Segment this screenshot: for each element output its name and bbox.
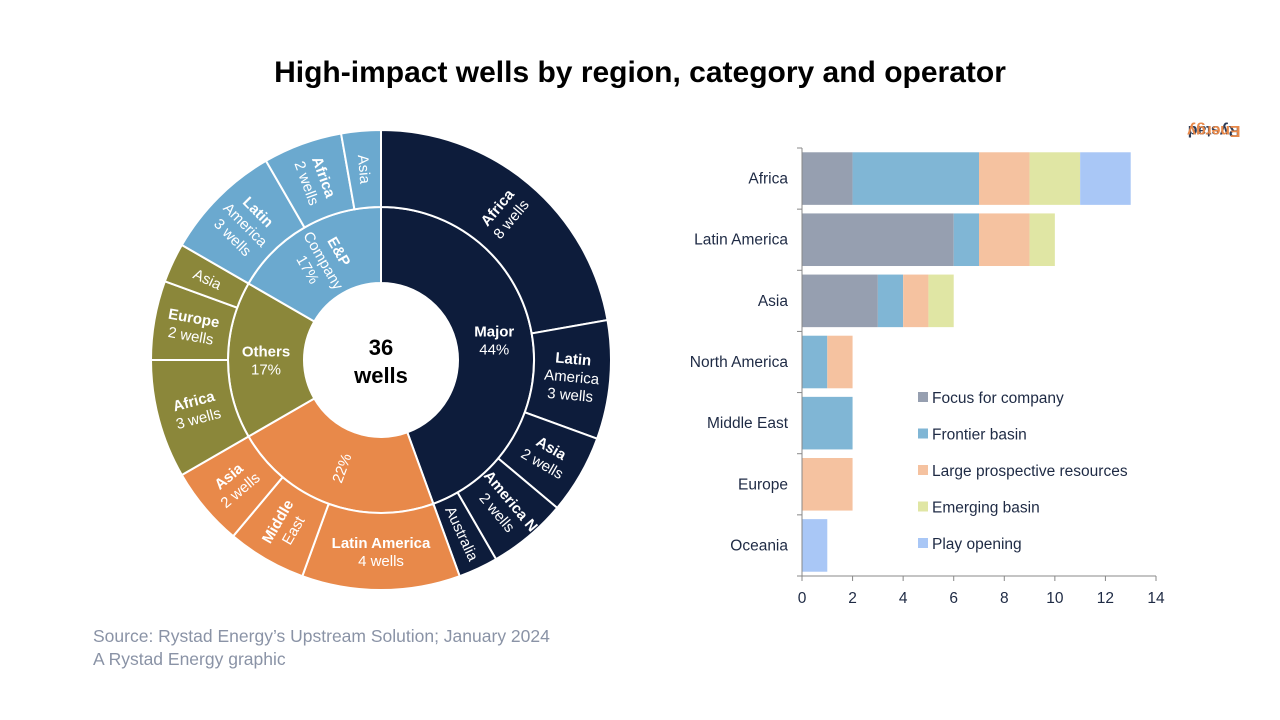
bar-asia-focus-for-company	[802, 274, 878, 328]
legend-swatch-play-opening	[918, 538, 928, 548]
bar-africa-focus-for-company	[802, 152, 853, 205]
bar-africa-emerging-basin	[1029, 152, 1081, 205]
source-note: Source: Rystad Energy’s Upstream Solutio…	[93, 625, 550, 671]
category-label-middle-east: Middle East	[707, 415, 789, 432]
bar-asia-large-prospective-resources	[903, 274, 929, 328]
inner-label-others: Others 17%	[242, 343, 290, 378]
category-label-africa: Africa	[748, 171, 788, 188]
category-label-europe: Europe	[738, 476, 788, 493]
bar-asia-emerging-basin	[928, 274, 954, 328]
category-label-oceania: Oceania	[730, 537, 788, 554]
bar-north-america-large-prospective-resources	[827, 335, 853, 389]
legend-swatch-frontier-basin	[918, 428, 928, 439]
chart-title: High-impact wells by region, category an…	[274, 56, 1006, 89]
legend-label-large-prospective-resources: Large prospective resources	[932, 463, 1128, 480]
stacked-bar-chart: Africa Latin America Asia North America Midd…	[690, 147, 1165, 607]
x-tick-label-2: 2	[848, 590, 857, 607]
credit-line: A Rystad Energy graphic	[93, 649, 286, 669]
outer-label-e-p-company-13: Asia	[354, 154, 374, 185]
x-tick-label-4: 4	[899, 590, 908, 607]
bar-latin-america-emerging-basin	[1029, 213, 1055, 267]
bar-latin-america-focus-for-company	[802, 213, 954, 267]
legend-label-emerging-basin: Emerging basin	[932, 500, 1040, 517]
outer-segment-major-africa-8-wells	[380, 128, 609, 335]
outer-segment-e-p-company-asia	[339, 128, 382, 211]
sunburst-chart: Major 44%22%Others 17%E&PCompany17%Africa8…	[149, 128, 612, 591]
legend-label-focus-for-company: Focus for company	[932, 390, 1064, 407]
bar-middle-east-frontier-basin	[802, 396, 853, 450]
legend-swatch-emerging-basin	[918, 501, 928, 512]
bar-africa-frontier-basin	[852, 152, 979, 205]
x-tick-label-14: 14	[1147, 590, 1165, 607]
x-tick-label-10: 10	[1046, 590, 1064, 607]
category-label-north-america: North America	[690, 354, 789, 371]
x-tick-label-8: 8	[1000, 590, 1009, 607]
bar-asia-frontier-basin	[877, 274, 904, 328]
inner-label-major: Major 44%	[474, 323, 514, 358]
bar-africa-large-prospective-resources	[979, 152, 1030, 205]
source-line: Source: Rystad Energy’s Upstream Solutio…	[93, 626, 550, 646]
outer-label-major-1: LatinAmerica3 wells	[542, 349, 602, 407]
bar-latin-america-frontier-basin	[953, 213, 979, 267]
category-label-asia: Asia	[758, 293, 789, 310]
bar-africa-play-opening	[1080, 152, 1131, 205]
category-label-latin-america: Latin America	[694, 232, 788, 249]
legend-swatch-large-prospective-resources	[918, 465, 928, 475]
bar-north-america-frontier-basin	[802, 335, 828, 389]
bar-oceania-play-opening	[802, 519, 828, 572]
legend-label-play-opening: Play opening	[932, 536, 1022, 553]
outer-label-22-5: Latin America 4 wells	[332, 535, 431, 570]
x-tick-label-12: 12	[1097, 590, 1114, 607]
legend-swatch-focus-for-company	[918, 392, 928, 402]
bar-latin-america-large-prospective-resources	[979, 213, 1030, 267]
x-tick-label-0: 0	[798, 590, 807, 607]
legend-label-frontier-basin: Frontier basin	[932, 427, 1027, 444]
center-label: 36 wells	[353, 335, 408, 388]
bar-europe-large-prospective-resources	[802, 457, 853, 511]
x-tick-label-6: 6	[949, 590, 958, 607]
donut-hole	[304, 283, 458, 437]
